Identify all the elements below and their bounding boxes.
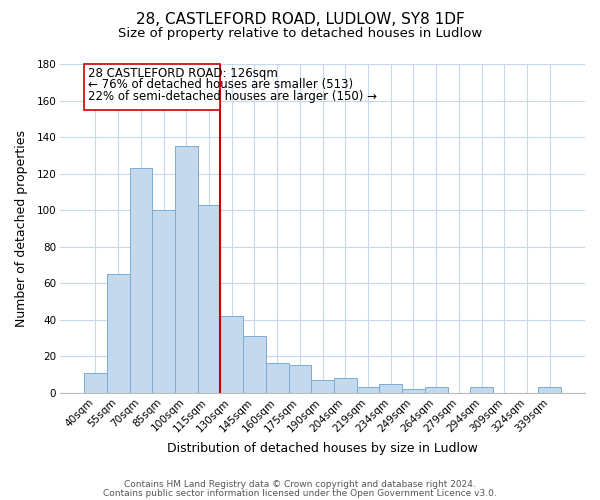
Bar	[107, 274, 130, 392]
Y-axis label: Number of detached properties: Number of detached properties	[15, 130, 28, 327]
Bar	[266, 364, 289, 392]
Bar	[84, 372, 107, 392]
Bar	[334, 378, 356, 392]
Bar	[402, 389, 425, 392]
Bar	[470, 387, 493, 392]
Bar	[197, 204, 220, 392]
Bar	[152, 210, 175, 392]
Text: ← 76% of detached houses are smaller (513): ← 76% of detached houses are smaller (51…	[88, 78, 353, 90]
Bar	[243, 336, 266, 392]
Text: 28 CASTLEFORD ROAD: 126sqm: 28 CASTLEFORD ROAD: 126sqm	[88, 66, 277, 80]
Text: 22% of semi-detached houses are larger (150) →: 22% of semi-detached houses are larger (…	[88, 90, 377, 102]
X-axis label: Distribution of detached houses by size in Ludlow: Distribution of detached houses by size …	[167, 442, 478, 455]
Bar	[379, 384, 402, 392]
Bar	[84, 64, 220, 110]
Bar	[356, 387, 379, 392]
Text: Size of property relative to detached houses in Ludlow: Size of property relative to detached ho…	[118, 28, 482, 40]
Bar	[175, 146, 197, 392]
Text: 28, CASTLEFORD ROAD, LUDLOW, SY8 1DF: 28, CASTLEFORD ROAD, LUDLOW, SY8 1DF	[136, 12, 464, 28]
Bar	[538, 387, 561, 392]
Bar	[220, 316, 243, 392]
Text: Contains public sector information licensed under the Open Government Licence v3: Contains public sector information licen…	[103, 488, 497, 498]
Bar	[425, 387, 448, 392]
Text: Contains HM Land Registry data © Crown copyright and database right 2024.: Contains HM Land Registry data © Crown c…	[124, 480, 476, 489]
Bar	[289, 366, 311, 392]
Bar	[311, 380, 334, 392]
Bar	[130, 168, 152, 392]
